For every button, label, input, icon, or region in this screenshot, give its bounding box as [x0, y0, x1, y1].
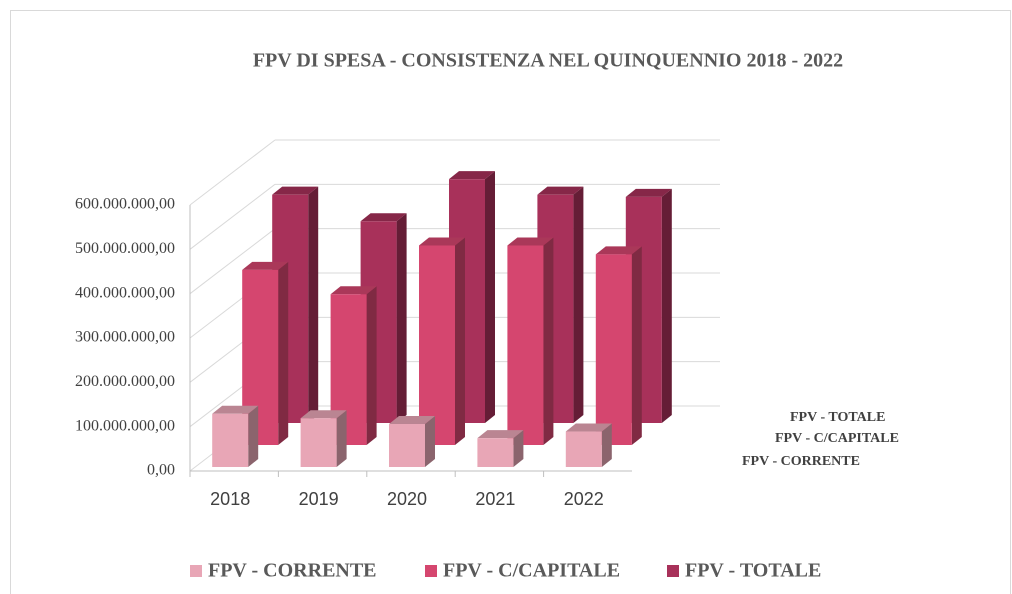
bar-side — [248, 405, 259, 467]
bar-side — [278, 261, 289, 445]
x-tick-label: 2020 — [387, 489, 427, 509]
bar — [477, 438, 514, 467]
y-tick-label: 100.000.000,00 — [75, 417, 175, 434]
bar — [212, 413, 249, 467]
bar-top — [389, 415, 435, 424]
y-tick-label: 500.000.000,00 — [75, 240, 175, 257]
bar-top — [360, 213, 407, 222]
legend-label: FPV - TOTALE — [685, 560, 821, 582]
series-axis-label: FPV - C/CAPITALE — [775, 431, 899, 446]
bar-top — [477, 430, 524, 439]
legend-swatch — [425, 565, 437, 577]
bar-side — [631, 246, 642, 445]
legend-label: FPV - C/CAPITALE — [443, 560, 620, 582]
x-tick-label: 2019 — [299, 489, 339, 509]
bar-side — [543, 237, 554, 445]
series-axis-label: FPV - TOTALE — [790, 410, 885, 425]
bar-top — [272, 186, 319, 195]
x-tick-label: 2021 — [475, 489, 515, 509]
bar-top — [212, 405, 259, 414]
bar-side — [396, 213, 407, 423]
legend-label: FPV - CORRENTE — [208, 560, 377, 582]
bar-side — [485, 171, 495, 423]
bar-top — [330, 286, 377, 295]
bar — [595, 254, 632, 445]
x-tick-label: 2022 — [564, 489, 604, 509]
y-tick-label: 200.000.000,00 — [75, 373, 175, 390]
bar-top — [565, 423, 612, 432]
x-tick-label: 2018 — [210, 489, 250, 509]
bar-top — [449, 171, 495, 180]
bar-side — [661, 188, 672, 423]
grid-line — [189, 228, 276, 295]
chart-frame — [10, 10, 1011, 594]
bar — [300, 418, 337, 467]
bar — [389, 423, 425, 467]
y-tick-label: 600.000.000,00 — [75, 196, 175, 213]
bar-top — [300, 410, 347, 419]
bar-top — [595, 246, 642, 255]
y-tick-label: 300.000.000,00 — [75, 329, 175, 346]
y-tick-label: 400.000.000,00 — [75, 284, 175, 301]
bar-top — [419, 237, 465, 246]
bar-side — [573, 186, 584, 423]
series-axis-label: FPV - CORRENTE — [742, 454, 860, 469]
bar-side — [601, 423, 612, 467]
legend-swatch — [667, 565, 679, 577]
chart-title: FPV DI SPESA - CONSISTENZA NEL QUINQUENN… — [253, 50, 843, 72]
bar-side — [366, 286, 377, 445]
grid-line — [189, 183, 276, 250]
bar-side — [455, 237, 465, 445]
bar-side — [308, 186, 319, 423]
bar-top — [507, 237, 554, 246]
grid-line — [189, 139, 276, 206]
legend-swatch — [190, 565, 202, 577]
bar-top — [537, 186, 584, 195]
bar-top — [625, 188, 672, 197]
y-tick-label: 0,00 — [147, 462, 175, 479]
bar-side — [336, 410, 347, 467]
bar-side — [425, 415, 435, 467]
bar-top — [242, 261, 289, 270]
bar — [507, 245, 544, 445]
bar — [565, 431, 602, 467]
bar — [419, 245, 455, 445]
bar-side — [513, 430, 524, 467]
